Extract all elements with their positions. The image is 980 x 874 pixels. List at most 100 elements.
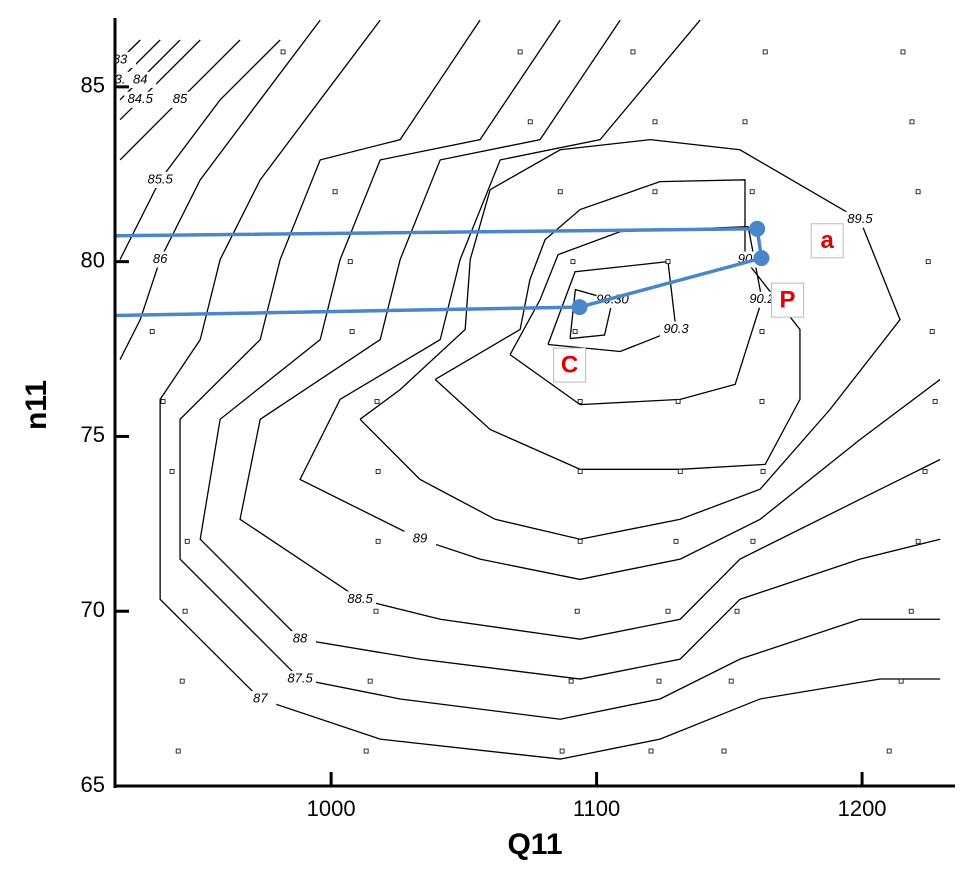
sample-point (728, 678, 734, 684)
contour-label: 86 (153, 251, 168, 266)
contour-label: 89 (413, 531, 427, 546)
sample-point (760, 468, 766, 474)
contour-label-bg (284, 631, 317, 648)
y-tick-label: 70 (81, 597, 105, 622)
contour-label-bg (144, 171, 177, 188)
contour-label: 90.3 (663, 321, 689, 336)
contour-label: 85 (173, 91, 188, 106)
sample-point (577, 538, 583, 544)
sample-point (759, 329, 765, 334)
sample-point (749, 189, 755, 195)
contour-label-bg (843, 211, 876, 228)
x-tick-label: 1000 (307, 796, 356, 821)
sample-point (572, 329, 578, 334)
sample-point (332, 189, 338, 195)
sample-point (734, 608, 740, 614)
sample-point (925, 259, 931, 265)
contour-line (119, 39, 281, 260)
sample-point (665, 608, 671, 614)
sample-point (673, 538, 679, 544)
contour-line (547, 260, 677, 353)
contour-label-bg (344, 591, 377, 608)
sample-point (742, 119, 748, 125)
sample-point (898, 678, 904, 684)
sample-point (652, 119, 658, 125)
sample-point (762, 49, 768, 55)
contour-label: 84 (133, 71, 147, 86)
operating-point (753, 250, 770, 267)
sample-point (179, 678, 185, 684)
contour-line (119, 19, 321, 360)
y-tick-label: 80 (81, 247, 105, 272)
sample-point (184, 538, 190, 544)
sample-point (886, 748, 892, 754)
point-label-box (553, 347, 587, 383)
sample-point (363, 748, 369, 754)
sample-point (929, 329, 935, 334)
sample-point (665, 259, 671, 265)
contour-label-bg (124, 71, 157, 88)
sample-point (557, 189, 563, 195)
operating-path (115, 227, 764, 318)
sample-point (630, 49, 636, 55)
contour-line (179, 19, 941, 720)
y-tick-label: 65 (81, 772, 105, 797)
operating-point (571, 299, 588, 316)
contour-line (509, 226, 763, 406)
y-tick-label: 75 (81, 422, 105, 447)
sample-point (527, 119, 533, 125)
contour-label: 87.5 (287, 670, 313, 685)
sample-point (574, 608, 580, 614)
contour-label: 88 (293, 631, 308, 646)
sample-point (349, 329, 355, 334)
sample-point (175, 748, 181, 754)
contour-line (239, 19, 941, 640)
sample-point (559, 748, 565, 754)
sample-point (656, 678, 662, 684)
contour-line (359, 138, 901, 540)
sample-point (375, 538, 381, 544)
contour-line (199, 19, 941, 680)
sample-point (759, 399, 765, 404)
contour-label: 83 (113, 51, 128, 66)
point-label: P (779, 286, 795, 313)
contour-label-bg (164, 91, 197, 108)
point-label: a (821, 227, 835, 254)
contour-label-bg (284, 671, 317, 688)
sample-point (721, 748, 727, 754)
sample-point (932, 399, 938, 404)
sample-point (677, 468, 683, 474)
contour-label: 89.5 (847, 211, 873, 226)
y-tick-label: 85 (81, 73, 105, 98)
sample-point (517, 49, 523, 55)
contour-label: 85.5 (147, 171, 173, 186)
contour-line (159, 19, 941, 760)
sample-point (908, 608, 914, 614)
contour-label-bg (144, 251, 177, 268)
sample-point (375, 468, 381, 474)
sample-point (367, 678, 373, 684)
sample-point (922, 468, 928, 474)
sample-point (577, 399, 583, 404)
contour-label-bg (124, 91, 157, 108)
contour-label-bg (745, 291, 778, 308)
sample-point (577, 468, 583, 474)
sample-point (280, 49, 286, 55)
x-tick-label: 1100 (573, 796, 620, 821)
contour-label: 88.5 (347, 591, 373, 606)
sample-point (900, 49, 906, 55)
sample-point (373, 608, 379, 614)
sample-point (182, 608, 188, 614)
sample-point (675, 399, 681, 404)
sample-point (347, 259, 353, 265)
point-label-box (810, 223, 844, 259)
point-label-box (770, 282, 804, 318)
sample-point (652, 189, 658, 195)
x-axis-title: Q11 (507, 828, 562, 861)
sample-point (160, 399, 166, 404)
contour-label: 87 (253, 690, 268, 705)
contour-label-bg (115, 51, 137, 68)
sample-point (568, 678, 574, 684)
